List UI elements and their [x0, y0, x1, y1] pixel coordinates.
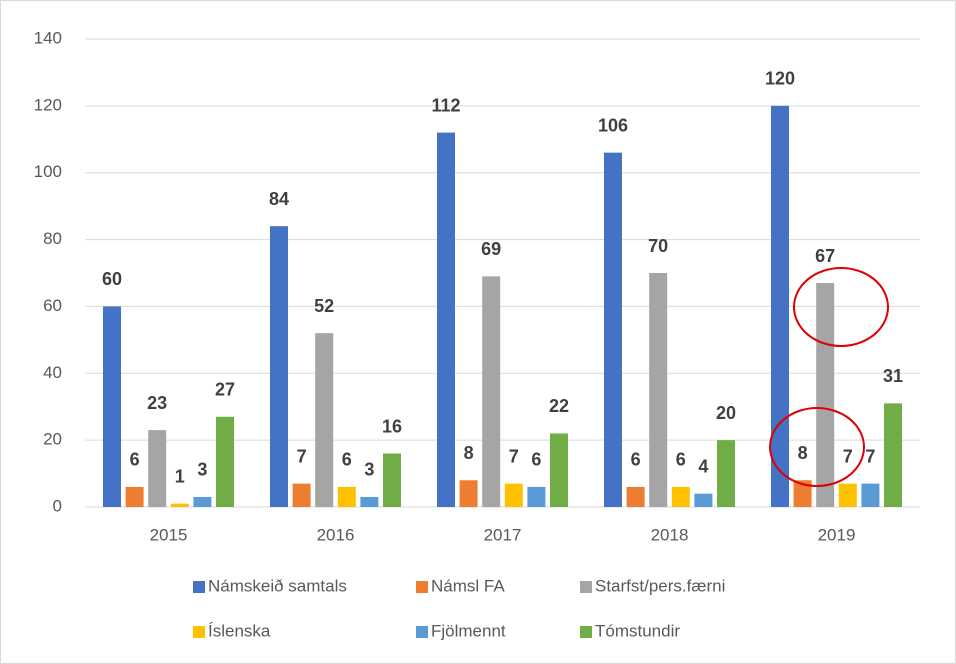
value-label: 1	[175, 466, 185, 486]
value-label: 6	[342, 450, 352, 470]
legend-swatch	[193, 626, 205, 638]
bar	[459, 480, 478, 507]
value-label: 120	[765, 69, 795, 89]
value-label: 7	[865, 446, 875, 466]
legend-label: Íslenska	[208, 621, 271, 640]
value-label: 6	[130, 450, 140, 470]
bar	[649, 273, 668, 507]
bar	[504, 483, 523, 507]
bar	[694, 493, 713, 507]
legend-swatch	[580, 626, 592, 638]
bar	[482, 276, 501, 507]
value-label: 112	[431, 95, 460, 115]
bar	[793, 480, 812, 507]
value-label: 6	[631, 450, 641, 470]
bar	[527, 486, 546, 507]
value-label: 8	[464, 443, 474, 463]
value-label: 23	[147, 393, 167, 413]
value-label: 84	[269, 189, 289, 209]
value-label: 60	[102, 269, 122, 289]
y-tick-label: 20	[43, 430, 62, 449]
bar	[103, 306, 121, 507]
bars	[103, 105, 902, 507]
x-tick-label: 2015	[150, 525, 188, 544]
y-tick-label: 0	[53, 496, 62, 515]
legend-label: Námsl FA	[431, 576, 505, 595]
legend-label: Námskeið samtals	[208, 576, 347, 595]
highlight-circle	[793, 267, 889, 347]
bar	[360, 496, 379, 507]
bar	[148, 430, 167, 507]
bar	[884, 403, 902, 507]
bar	[337, 486, 356, 507]
value-label: 6	[531, 450, 541, 470]
value-label: 7	[843, 446, 853, 466]
y-tick-label: 80	[43, 229, 62, 248]
value-label: 106	[598, 115, 628, 135]
value-label: 70	[648, 236, 668, 256]
bar	[604, 152, 622, 507]
bar	[216, 416, 234, 507]
value-label: 31	[883, 366, 903, 386]
y-tick-label: 60	[43, 296, 62, 315]
bar	[771, 105, 789, 507]
value-label: 22	[549, 396, 569, 416]
bar	[170, 503, 189, 507]
legend-label: Fjölmennt	[431, 621, 506, 640]
bar	[671, 486, 690, 507]
value-label: 27	[215, 379, 235, 399]
value-label: 52	[314, 296, 334, 316]
legend-label: Tómstundir	[595, 621, 680, 640]
bar	[861, 483, 880, 507]
highlight-circle	[769, 407, 865, 487]
x-tick-label: 2017	[484, 525, 522, 544]
y-tick-label: 140	[34, 28, 62, 47]
y-tick-label: 40	[43, 363, 62, 382]
x-tick-label: 2016	[317, 525, 355, 544]
value-label: 6	[676, 450, 686, 470]
value-label: 16	[382, 416, 402, 436]
legend-swatch	[580, 581, 592, 593]
legend-swatch	[416, 581, 428, 593]
bar	[125, 486, 144, 507]
x-tick-label: 2018	[651, 525, 689, 544]
value-label: 8	[798, 443, 808, 463]
legend-swatch	[416, 626, 428, 638]
bar	[816, 283, 835, 507]
value-label: 3	[364, 460, 374, 480]
bar	[437, 132, 455, 507]
y-tick-label: 120	[34, 95, 62, 114]
bar	[717, 440, 735, 507]
legend-label: Starfst/pers.færni	[595, 576, 725, 595]
bar	[315, 333, 334, 507]
bar	[270, 226, 288, 507]
legend-swatch	[193, 581, 205, 593]
value-label: 4	[698, 456, 708, 476]
bar	[550, 433, 568, 507]
x-tick-label: 2019	[818, 525, 856, 544]
value-label: 67	[815, 246, 835, 266]
bar	[626, 486, 645, 507]
bar	[838, 483, 857, 507]
y-tick-label: 100	[34, 162, 62, 181]
bar	[383, 453, 401, 507]
value-label: 3	[197, 460, 207, 480]
value-label: 20	[716, 403, 736, 423]
bar	[292, 483, 311, 507]
bar	[193, 496, 212, 507]
value-label: 7	[509, 446, 519, 466]
value-label: 7	[297, 446, 307, 466]
value-label: 69	[481, 239, 501, 259]
